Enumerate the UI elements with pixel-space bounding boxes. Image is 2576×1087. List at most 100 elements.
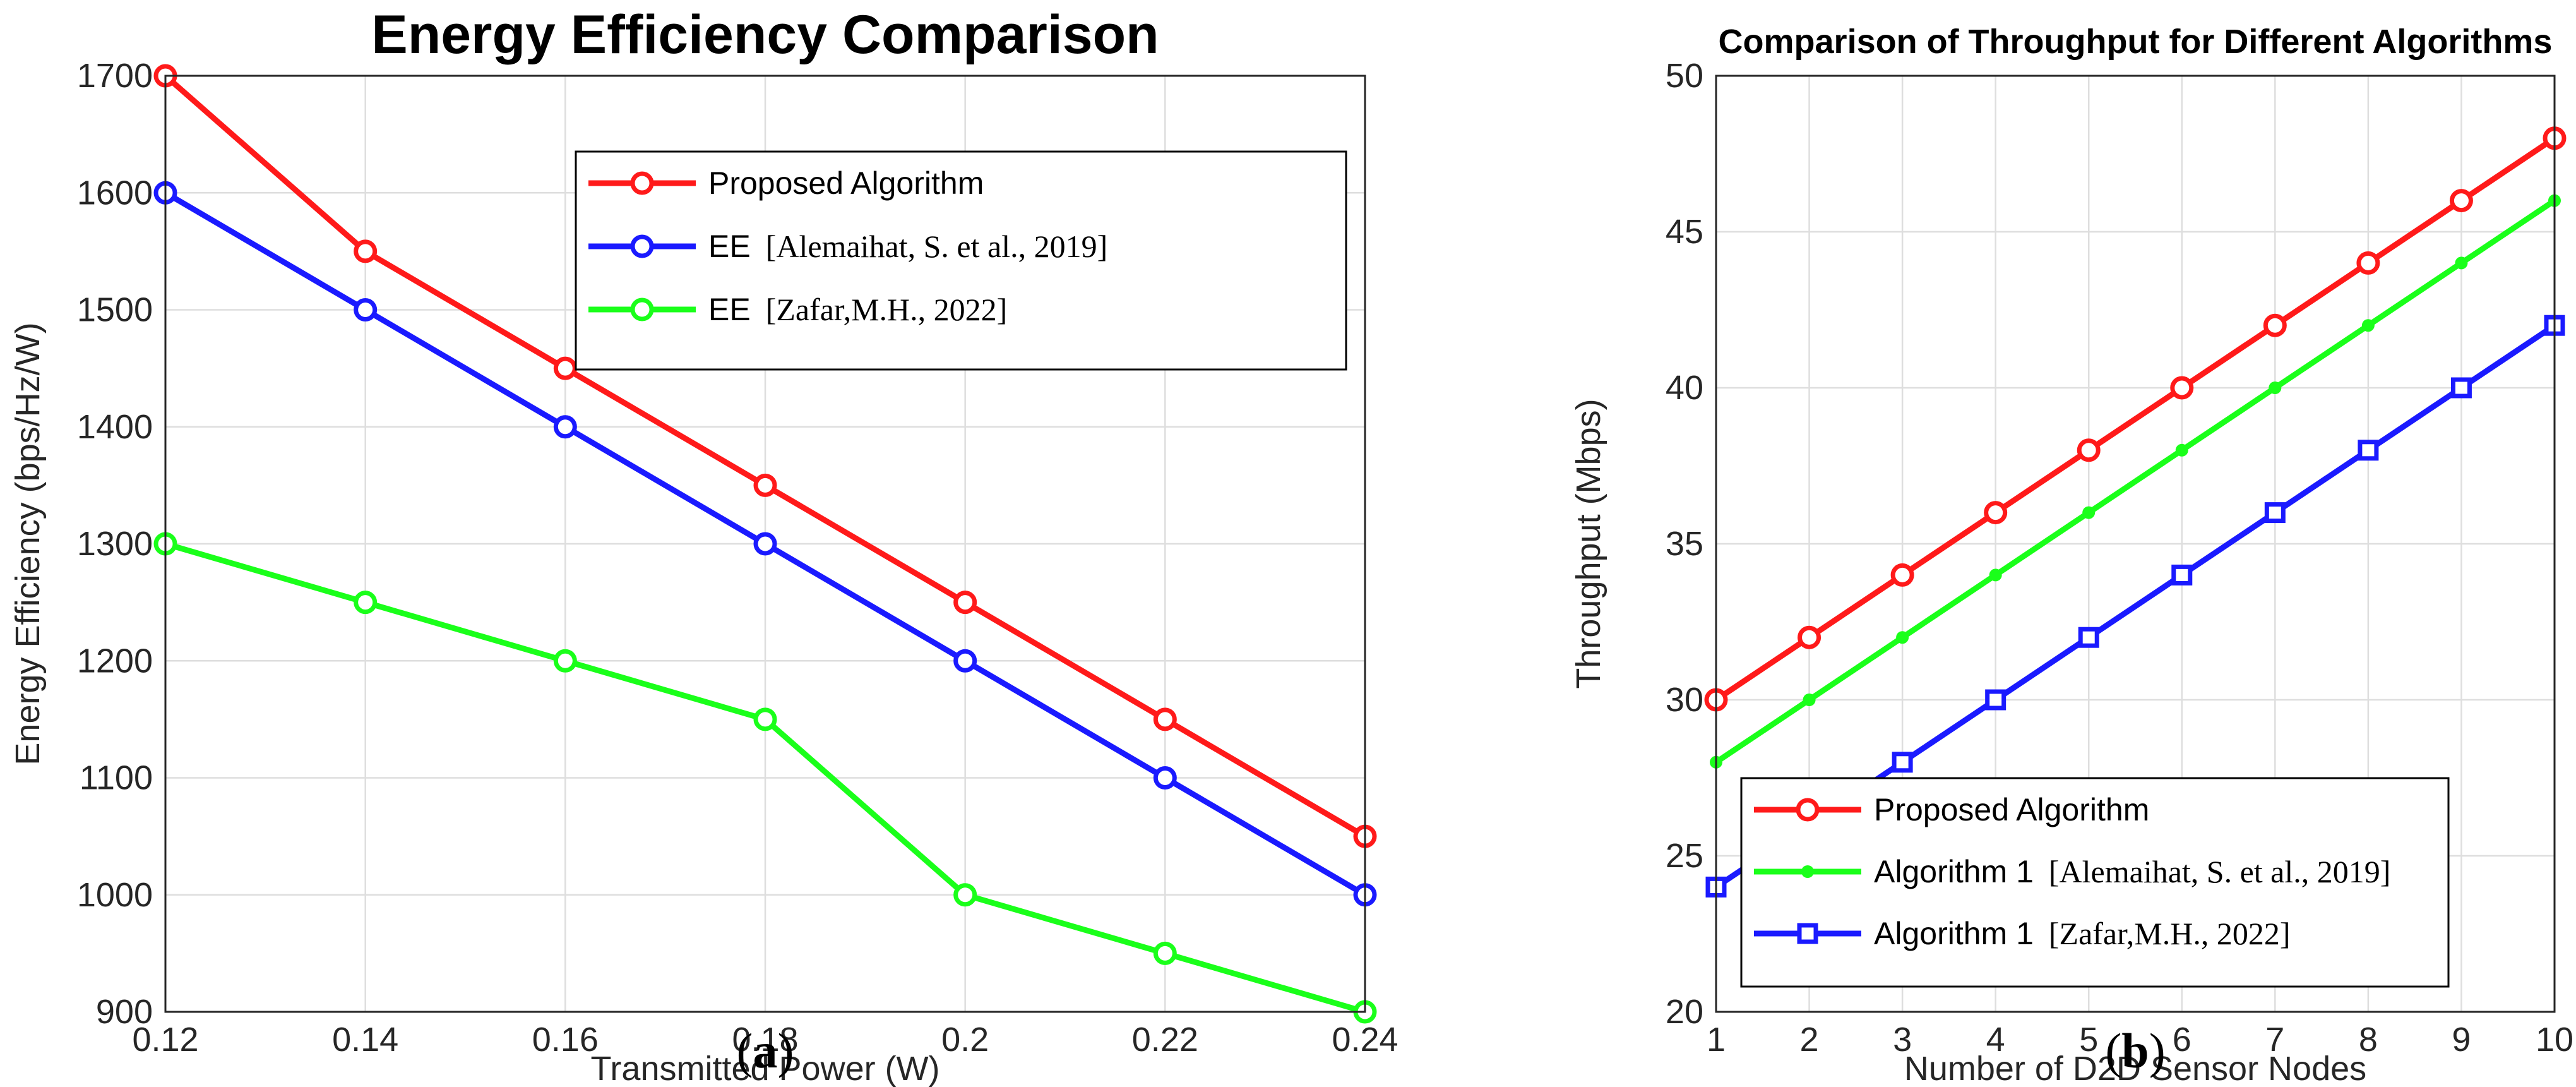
chart-b-panel-label: (b) xyxy=(2105,1023,2165,1078)
chart-b-point xyxy=(1798,625,1822,649)
chart-b-point xyxy=(1896,631,1909,644)
chart-b-point xyxy=(1890,563,1914,587)
chart-b-axes-box xyxy=(1715,75,2556,1013)
chart-b-y-tick-label: 45 xyxy=(1666,213,1703,251)
chart-a-point xyxy=(354,591,378,615)
chart-b-point xyxy=(2264,502,2286,524)
chart-a-legend-label-ref: [Zafar,M.H., 2022] xyxy=(766,292,1008,327)
chart-a-panel-letter: a xyxy=(753,1023,778,1078)
chart-a-legend-marker xyxy=(630,297,654,321)
chart-b-legend-label: Algorithm 1 [Zafar,M.H., 2022] xyxy=(1874,916,2290,951)
chart-a-legend-label: EE [Alemaihat, S. et al., 2019] xyxy=(708,229,1107,264)
chart-panel-a: Energy Efficiency Comparison 0.12 0.14 0.1… xyxy=(9,4,1398,1087)
chart-a-title: Energy Efficiency Comparison xyxy=(371,4,1159,65)
chart-a-point xyxy=(354,239,378,263)
chart-b-point xyxy=(1892,752,1913,773)
chart-b-point xyxy=(2175,443,2188,457)
chart-b-x-tick-label: 3 xyxy=(1893,1021,1912,1059)
chart-a-y-tick-label: 1100 xyxy=(80,759,153,797)
chart-b-point xyxy=(1803,694,1816,706)
chart-b-point xyxy=(2358,440,2379,461)
chart-b-legend-marker xyxy=(1801,865,1814,878)
chart-a-x-tick-label: 0.16 xyxy=(532,1021,599,1059)
chart-b-point xyxy=(1985,689,2007,711)
chart-b-y-tick-label: 40 xyxy=(1666,369,1703,407)
chart-a-point xyxy=(753,707,777,731)
chart-b-y-tick-label: 50 xyxy=(1666,57,1703,95)
chart-panel-b: Comparison of Throughput for Different A… xyxy=(1570,23,2573,1087)
chart-a-legend-marker xyxy=(630,234,654,258)
chart-b-legend-marker xyxy=(1796,798,1820,822)
chart-a-legend-label-main: Proposed Algorithm xyxy=(708,165,984,201)
chart-a-y-tick-label: 1700 xyxy=(77,57,153,95)
chart-a-point xyxy=(1153,766,1177,790)
chart-b-y-tick-label: 30 xyxy=(1666,681,1703,719)
chart-a-x-tick-label: 0.14 xyxy=(332,1021,398,1059)
chart-b-title: Comparison of Throughput for Different A… xyxy=(1719,23,2553,61)
chart-b-x-tick-label: 4 xyxy=(1986,1021,2005,1059)
chart-b-legend-box xyxy=(1740,777,2450,988)
chart-a-legend-marker xyxy=(630,171,654,195)
chart-b-y-tick-label: 35 xyxy=(1666,525,1703,563)
chart-b-x-tick-label: 10 xyxy=(2536,1021,2573,1059)
chart-a-y-tick-label: 1000 xyxy=(77,876,153,914)
chart-b-legend-marker xyxy=(1797,923,1818,944)
chart-b-point xyxy=(2455,256,2468,270)
chart-b-x-tick-label: 2 xyxy=(1800,1021,1819,1059)
chart-b-point xyxy=(2450,377,2472,399)
chart-b-legend-label-main: Algorithm 1 xyxy=(1874,854,2034,889)
chart-b-legend-label-main: Algorithm 1 xyxy=(1874,916,2034,951)
chart-b-x-tick-label: 6 xyxy=(2173,1021,2191,1059)
chart-a-x-tick-label: 0.22 xyxy=(1132,1021,1198,1059)
chart-b-point xyxy=(2361,319,2375,332)
chart-a-y-tick-label: 1400 xyxy=(77,408,153,446)
chart-b-series-line-0 xyxy=(1714,136,2556,702)
chart-a-y-tick-label: 1600 xyxy=(77,174,153,212)
chart-a-legend-label: EE [Zafar,M.H., 2022] xyxy=(708,292,1007,327)
chart-b-point xyxy=(2082,506,2096,519)
chart-a-legend-label-main: EE xyxy=(708,229,751,264)
chart-b-legend-label: Algorithm 1 [Alemaihat, S. et al., 2019] xyxy=(1874,854,2390,889)
chart-b-series-line-1 xyxy=(1714,198,2556,765)
chart-a-point xyxy=(953,883,977,907)
chart-b-x-tick-label: 8 xyxy=(2359,1021,2378,1059)
chart-a-y-axis-label: Energy Efficiency (bps/Hz/W) xyxy=(9,322,47,765)
chart-a-point xyxy=(953,591,977,615)
chart-a-point xyxy=(553,649,577,673)
chart-b-point xyxy=(1989,568,2002,582)
chart-b-legend-label-ref: [Zafar,M.H., 2022] xyxy=(2049,916,2291,951)
chart-b-point xyxy=(2171,564,2193,586)
chart-b-x-tick-label: 9 xyxy=(2452,1021,2471,1059)
chart-a-legend-box xyxy=(575,150,1347,371)
chart-a-panel-label: (a) xyxy=(737,1023,794,1078)
chart-a-y-tick-label: 1500 xyxy=(77,291,153,329)
chart-b-point xyxy=(2170,376,2194,400)
chart-a-x-tick-label: 0.18 xyxy=(732,1021,798,1059)
chart-a-x-axis-label: Transmitted Power (W) xyxy=(590,1050,939,1087)
chart-a-point xyxy=(553,356,577,380)
chart-a-point xyxy=(1153,941,1177,965)
chart-a-point xyxy=(553,415,577,439)
chart-b-point xyxy=(2077,438,2101,462)
chart-a-point xyxy=(953,649,977,673)
chart-a-y-tick-label: 900 xyxy=(96,993,153,1031)
chart-b-y-tick-label: 25 xyxy=(1666,837,1703,875)
chart-b-x-tick-label: 1 xyxy=(1707,1021,1726,1059)
chart-a-x-tick-label: 0.24 xyxy=(1332,1021,1398,1059)
chart-b-point xyxy=(1984,501,2008,525)
chart-a-legend-label-ref: [Alemaihat, S. et al., 2019] xyxy=(766,229,1108,264)
chart-a-point xyxy=(753,473,777,497)
chart-a-x-tick-label: 0.12 xyxy=(132,1021,198,1059)
chart-a-legend-label: Proposed Algorithm xyxy=(708,165,984,201)
chart-a-axes-box xyxy=(164,75,1366,1013)
chart-b-point xyxy=(2269,381,2282,394)
chart-a-tick-labels: 0.12 0.14 0.16 0.18 0.2 0.22 0.24 900 1000 1100 12… xyxy=(77,57,1398,1059)
chart-a-y-tick-label: 1300 xyxy=(77,525,153,563)
chart-b-legend: Proposed Algorithm Algorithm 1 [Alemaihat,… xyxy=(1740,777,2450,988)
chart-a-point xyxy=(1153,707,1177,731)
chart-b-y-tick-label: 20 xyxy=(1666,993,1703,1031)
chart-a-point xyxy=(354,298,378,321)
chart-a-x-tick-label: 0.2 xyxy=(941,1021,989,1059)
